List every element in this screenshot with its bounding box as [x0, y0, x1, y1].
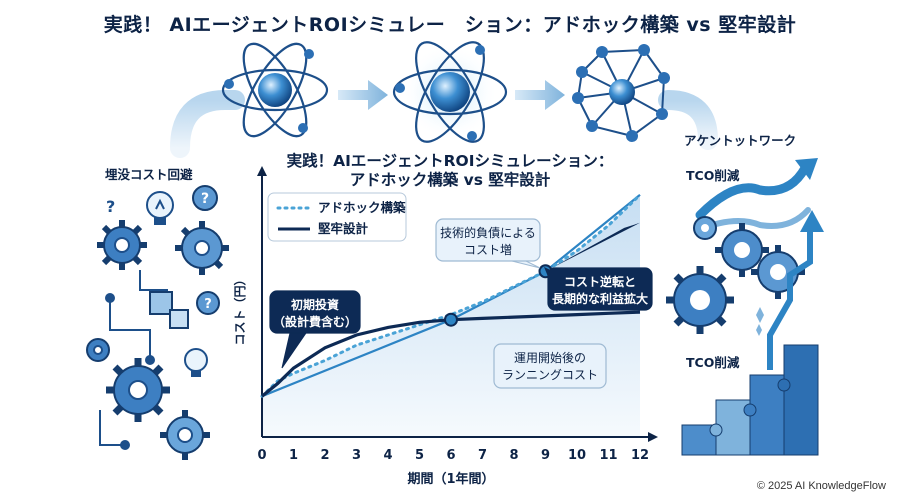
x-tick-label: 7 — [478, 448, 487, 463]
flow-band-right — [658, 90, 718, 150]
gear-icon — [86, 338, 110, 362]
gear-icon — [693, 216, 717, 240]
x-axis-arrow — [648, 432, 658, 442]
annotation-reversal-line: 長期的な利益拡大 — [552, 291, 648, 306]
left-gear-cluster: ? ? ? — [86, 185, 229, 460]
x-tick-label: 5 — [415, 448, 424, 463]
gear-icon — [715, 223, 769, 277]
annotation-reversal-line: コスト逆転と — [564, 274, 636, 289]
right-arrow-icon — [515, 80, 565, 110]
right-growth-cluster — [666, 158, 824, 456]
up-arrow-icon — [695, 163, 810, 220]
x-tick-label: 9 — [541, 448, 550, 463]
svg-text:?: ? — [201, 191, 209, 207]
annotation-running-line: 運用開始後の — [514, 351, 586, 365]
svg-text:?: ? — [204, 297, 212, 312]
x-tick-label: 11 — [599, 448, 617, 463]
annotation-running-line: ランニングコスト — [502, 368, 598, 382]
y-axis-label: コスト（円） — [232, 273, 247, 345]
chart-wedge — [545, 222, 640, 272]
gear-icon — [97, 220, 147, 270]
annotation-initial-box — [269, 290, 361, 334]
label-tco-bottom: TCO削減 — [686, 355, 740, 370]
bar-growth-icon — [681, 210, 824, 456]
series-robust-line — [260, 310, 641, 398]
x-tick-label: 1 — [289, 448, 298, 463]
label-sunk-cost: 埋没コスト回避 — [105, 167, 193, 182]
question-icon: ? — [192, 185, 218, 211]
svg-text:?: ? — [106, 197, 115, 216]
question-icon: ? — [196, 291, 220, 315]
gear-icon — [666, 266, 734, 334]
lightbulb-icon — [146, 191, 174, 225]
atom-icon — [221, 42, 329, 138]
gear-icon — [160, 410, 210, 460]
copyright: © 2025 AI KnowledgeFlow — [756, 480, 886, 492]
x-tick-label: 0 — [257, 448, 266, 463]
x-tick-label: 8 — [509, 448, 518, 463]
lightbulb-icon — [184, 348, 208, 377]
annotation-reversal-box — [547, 267, 653, 311]
gear-icon — [106, 358, 170, 422]
x-tick-label: 6 — [446, 448, 455, 463]
legend-label-robust: 堅牢設計 — [318, 221, 369, 236]
annotation-tech-debt-line: コスト増 — [464, 243, 512, 257]
annotation-tech-debt-box — [435, 218, 541, 262]
right-arrow-icon — [338, 80, 388, 110]
annotation-tech-debt-line: 技術的負債による — [440, 225, 536, 240]
chart-title: 実践！AIエージェントROIシミュレーション： アドホック構築 vs 堅牢設計 — [240, 152, 660, 190]
network-icon — [572, 44, 670, 142]
x-axis-label: 期間（1年間） — [407, 471, 494, 487]
puzzle-icon — [149, 291, 189, 329]
label-tco-top: TCO削減 — [686, 168, 740, 183]
atom-glow-icon — [392, 41, 508, 143]
annotation-initial-line: （設計費含む） — [273, 314, 357, 329]
chart-title-line1: 実践！AIエージェントROIシミュレーション： — [286, 152, 614, 170]
y-axis-arrow — [257, 166, 267, 176]
x-tick-label: 4 — [383, 448, 392, 463]
x-tick-label: 12 — [631, 448, 649, 463]
flow-band-left — [170, 90, 245, 158]
intersection-marker — [444, 312, 458, 327]
gear-icon — [175, 221, 229, 275]
legend-label-adhoc: アドホック構築 — [318, 200, 406, 215]
label-agent-network: アケントットワーク — [684, 133, 797, 148]
x-tick-label: 10 — [568, 448, 586, 463]
x-tick-label: 3 — [352, 448, 361, 463]
annotation-tech-debt-tail — [511, 260, 541, 269]
x-tick-label: 2 — [320, 448, 329, 463]
annotation-initial-line: 初期投資 — [291, 297, 339, 312]
chart-title-line2: アドホック構築 vs 堅牢設計 — [349, 171, 551, 189]
annotation-running-box — [493, 343, 607, 389]
page-title: 実践！ AIエージェントROIシミュレー ション：アドホック構築 vs 堅牢設計 — [103, 14, 797, 36]
